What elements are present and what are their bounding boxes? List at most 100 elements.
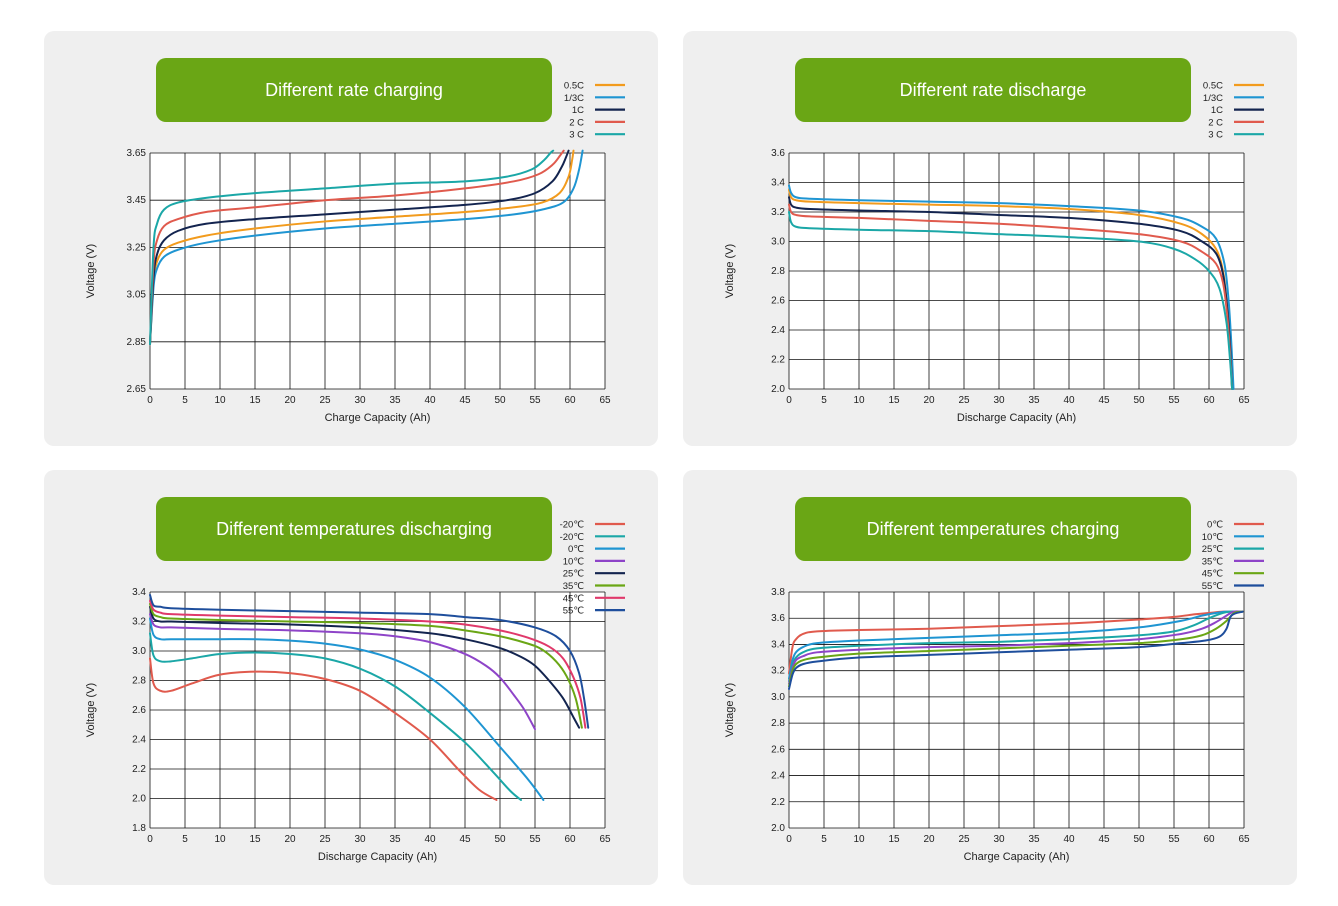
- y-tick-label: 2.8: [771, 266, 785, 277]
- y-tick-label: 2.8: [771, 718, 785, 729]
- x-tick-label: 30: [993, 834, 1005, 845]
- y-tick-label: 2.0: [132, 794, 146, 805]
- legend-label: 35℃: [1202, 556, 1224, 567]
- x-tick-label: 50: [494, 834, 506, 845]
- x-tick-label: 15: [249, 834, 261, 845]
- y-tick-label: 2.65: [127, 384, 147, 395]
- series-line: [149, 632, 522, 801]
- y-tick-label: 2.2: [132, 764, 146, 775]
- x-tick-label: 0: [147, 395, 153, 406]
- series-line: [149, 149, 555, 346]
- chart-rate-charging: 0 5 10 15 20 25 30 35 40 45 50 55 60 65 3.65 3.45 3.25 3.…: [85, 81, 625, 424]
- chart-panel-rate-discharge: Different rate discharge 0 5 10 15 20 25 30 35 4…: [683, 31, 1297, 446]
- legend-label: 0℃: [1207, 520, 1223, 531]
- y-tick-label: 3.65: [127, 148, 147, 159]
- y-tick-label: 2.8: [132, 676, 146, 687]
- x-tick-label: 45: [1098, 834, 1110, 845]
- y-tick-label: 3.25: [127, 242, 147, 253]
- y-tick-label: 2.4: [132, 735, 146, 746]
- y-axis-label: Voltage (V): [724, 683, 736, 737]
- plot-area: [150, 153, 605, 389]
- x-tick-label: 30: [993, 395, 1005, 406]
- x-tick-label: 10: [214, 834, 226, 845]
- x-tick-label: 5: [182, 834, 188, 845]
- series-line: [788, 610, 1244, 691]
- x-tick-label: 60: [564, 834, 576, 845]
- series-line: [788, 211, 1234, 390]
- y-tick-label: 3.8: [771, 587, 785, 598]
- x-tick-label: 35: [389, 395, 401, 406]
- x-tick-label: 55: [1168, 834, 1180, 845]
- legend-label: 55℃: [563, 606, 585, 617]
- x-tick-label: 55: [529, 395, 541, 406]
- x-tick-label: 60: [1203, 395, 1215, 406]
- x-tick-label: 10: [853, 395, 865, 406]
- x-tick-label: 50: [1133, 834, 1145, 845]
- chart-rate-discharge: 0 5 10 15 20 25 30 35 40 45 50 55 60 65 3.6 3.4 3.2 3.0 2.…: [724, 81, 1264, 424]
- x-tick-label: 25: [319, 834, 331, 845]
- y-tick-label: 2.85: [127, 337, 147, 348]
- x-tick-label: 35: [1028, 395, 1040, 406]
- x-tick-label: 40: [424, 834, 436, 845]
- legend-label: 1/3C: [564, 93, 584, 104]
- x-tick-label: 50: [1133, 395, 1145, 406]
- x-tick-label: 25: [319, 395, 331, 406]
- x-axis-label: Discharge Capacity (Ah): [957, 412, 1076, 424]
- x-tick-label: 30: [354, 395, 366, 406]
- x-tick-label: 45: [1098, 395, 1110, 406]
- legend-label: 45℃: [563, 593, 585, 604]
- x-tick-label: 35: [1028, 834, 1040, 845]
- x-tick-label: 10: [214, 395, 226, 406]
- x-tick-label: 55: [1168, 395, 1180, 406]
- y-tick-label: 2.2: [771, 797, 785, 808]
- y-tick-label: 3.4: [132, 587, 146, 598]
- legend-label: 10℃: [1202, 532, 1224, 543]
- x-tick-label: 25: [958, 395, 970, 406]
- series-line: [149, 602, 583, 729]
- series-line: [149, 149, 575, 346]
- y-tick-label: 2.0: [771, 823, 785, 834]
- y-tick-label: 2.4: [771, 771, 785, 782]
- y-tick-label: 2.6: [132, 705, 146, 716]
- chart-title: Different rate discharge: [795, 58, 1191, 122]
- legend-label: 3 C: [1208, 130, 1223, 141]
- x-tick-label: 5: [182, 395, 188, 406]
- x-axis-label: Charge Capacity (Ah): [325, 412, 431, 424]
- x-tick-label: 15: [888, 834, 900, 845]
- y-tick-label: 3.4: [771, 639, 785, 650]
- chart-title: Different temperatures discharging: [156, 497, 552, 561]
- series-line: [149, 613, 536, 731]
- x-tick-label: 0: [786, 395, 792, 406]
- x-tick-label: 20: [284, 834, 296, 845]
- chart-title: Different rate charging: [156, 58, 552, 122]
- legend-label: 0.5C: [1203, 81, 1223, 92]
- legend-label: 55℃: [1202, 581, 1224, 592]
- legend-label: 0.5C: [564, 81, 584, 92]
- y-tick-label: 3.6: [771, 613, 785, 624]
- series-line: [149, 599, 587, 729]
- series-line: [788, 203, 1234, 390]
- x-tick-label: 65: [1238, 834, 1250, 845]
- legend-label: 10℃: [563, 556, 585, 567]
- x-axis-label: Charge Capacity (Ah): [964, 851, 1070, 863]
- x-tick-label: 60: [1203, 834, 1215, 845]
- x-tick-label: 0: [786, 834, 792, 845]
- legend-label: 0℃: [568, 544, 584, 555]
- series-line: [788, 610, 1244, 688]
- x-tick-label: 55: [529, 834, 541, 845]
- series-line: [788, 610, 1238, 680]
- y-tick-label: 3.0: [771, 692, 785, 703]
- chart-temperature-charging: 0 5 10 15 20 25 30 35 40 45 50 55 60 65 3.8 3.6 3.4 3.2 3.…: [724, 520, 1264, 863]
- x-tick-label: 25: [958, 834, 970, 845]
- series-line: [149, 149, 570, 346]
- legend-label: 1C: [1211, 105, 1223, 116]
- y-axis-label: Voltage (V): [85, 683, 97, 737]
- legend-label: 3 C: [569, 130, 584, 141]
- x-tick-label: 20: [923, 834, 935, 845]
- x-tick-label: 30: [354, 834, 366, 845]
- plot-area: [789, 592, 1244, 828]
- series-line: [788, 610, 1244, 685]
- chart-temperature-discharging: 0 5 10 15 20 25 30 35 40 45 50 55 60 65 3.4 3.2 3.0 2.8 2.…: [85, 520, 625, 863]
- x-axis-label: Discharge Capacity (Ah): [318, 851, 437, 863]
- x-tick-label: 65: [599, 395, 611, 406]
